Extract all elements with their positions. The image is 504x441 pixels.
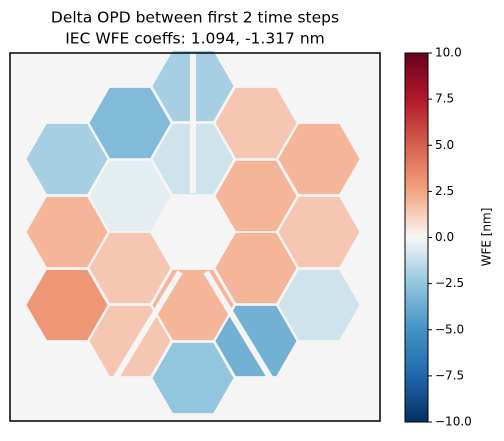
mirror-segment [215,160,297,232]
mirror-segment [215,232,297,304]
colorbar [404,52,429,423]
mirror-segment [89,87,171,159]
chart-subtitle: IEC WFE coeffs: 1.094, -1.317 nm [65,30,325,48]
strut [203,270,277,386]
colorbar-tick-label: −10.0 [435,415,472,429]
colorbar-tick-label: 0.0 [435,230,454,244]
mirror-segment [278,123,360,195]
mirror-segment [89,160,171,232]
strut [190,53,196,193]
colorbar-tick-label: 7.5 [435,92,454,106]
colorbar-tick-label: −2.5 [435,276,464,290]
mirror-segment [278,196,360,268]
mirror-segment [89,232,171,304]
mirror-segment [215,87,297,159]
colorbar-tick-label: −7.5 [435,368,464,382]
plot-frame [9,52,381,422]
mirror-segment [278,269,360,341]
colorbar-label: WFE [nm] [480,208,494,267]
mirror-segment [26,269,108,341]
chart-title: Delta OPD between first 2 time steps [51,9,339,27]
strut [109,270,183,386]
colorbar-tick-label: −5.0 [435,322,464,336]
mirror-segment [152,342,234,414]
mirror-segment [26,196,108,268]
mirror-segment [26,123,108,195]
colorbar-tick-label: 5.0 [435,138,454,152]
colorbar-tick-label: 10.0 [435,46,462,60]
colorbar-tick-label: 2.5 [435,184,454,198]
